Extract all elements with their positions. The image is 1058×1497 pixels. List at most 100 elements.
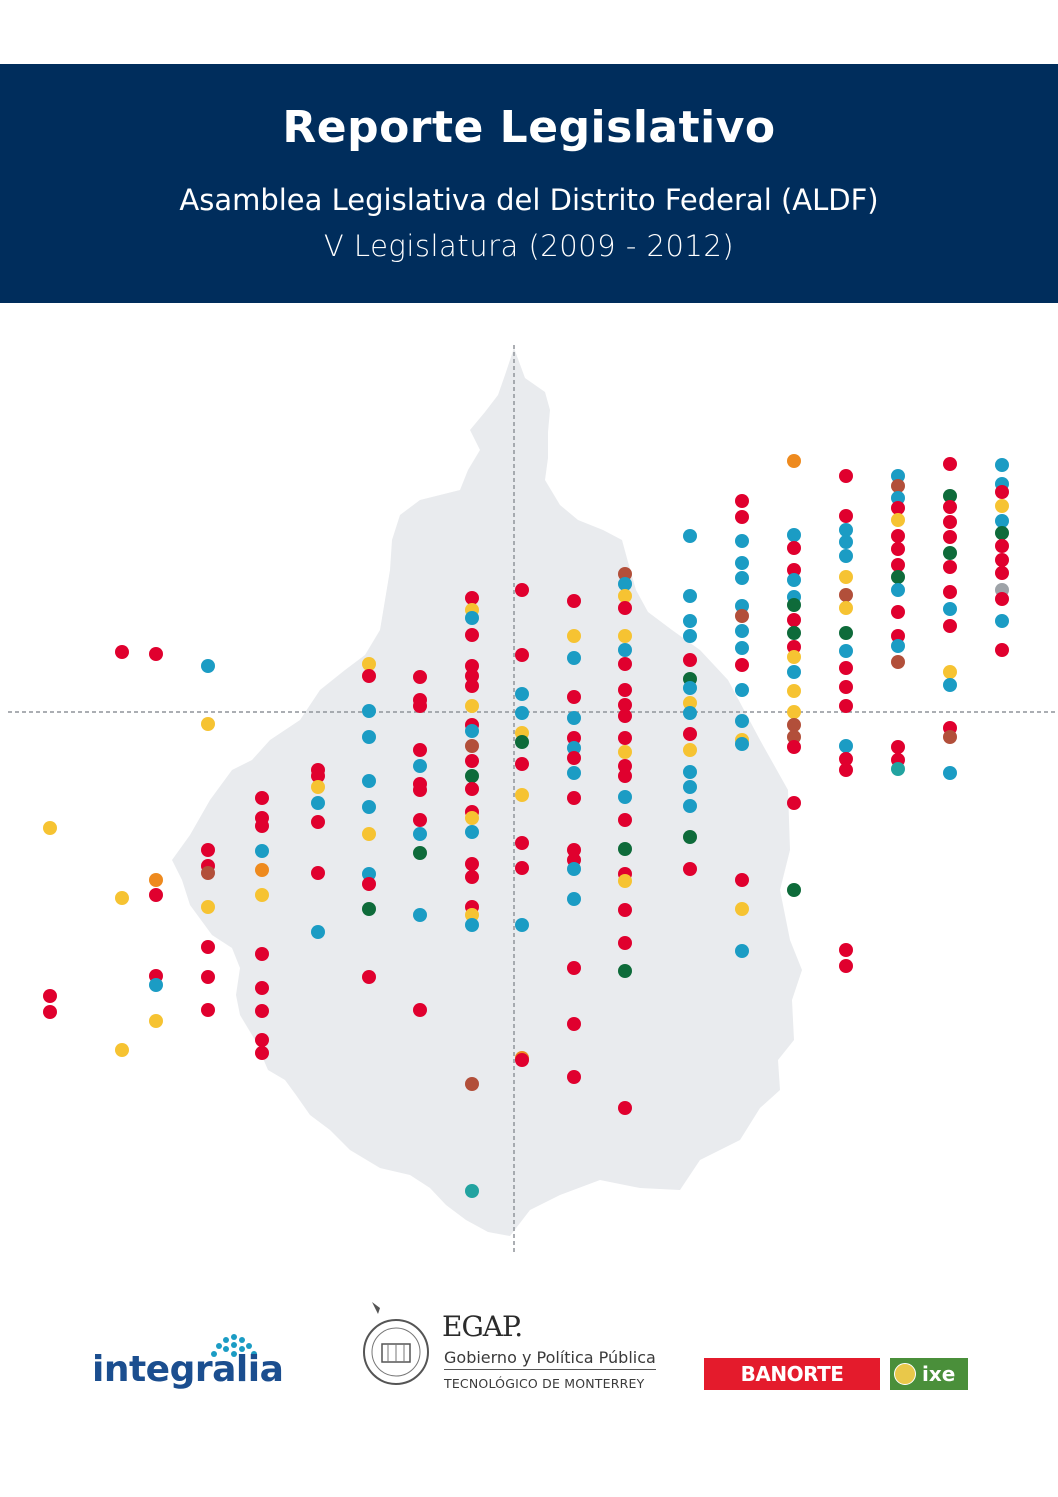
decorative-dot bbox=[839, 959, 853, 973]
decorative-dot bbox=[567, 862, 581, 876]
decorative-dot bbox=[618, 601, 632, 615]
integralia-wordmark: integralia bbox=[92, 1349, 284, 1390]
decorative-dot bbox=[891, 570, 905, 584]
decorative-dot bbox=[515, 687, 529, 701]
decorative-dot bbox=[255, 863, 269, 877]
decorative-dot bbox=[115, 645, 129, 659]
decorative-dot bbox=[735, 683, 749, 697]
decorative-dot bbox=[311, 925, 325, 939]
decorative-dot bbox=[618, 964, 632, 978]
decorative-dot bbox=[839, 523, 853, 537]
decorative-dot bbox=[787, 740, 801, 754]
decorative-dot bbox=[995, 643, 1009, 657]
decorative-dot bbox=[735, 944, 749, 958]
decorative-dot bbox=[683, 629, 697, 643]
decorative-dot bbox=[787, 598, 801, 612]
decorative-dot bbox=[255, 844, 269, 858]
decorative-dot bbox=[201, 1003, 215, 1017]
decorative-dot bbox=[413, 759, 427, 773]
decorative-dot bbox=[515, 1053, 529, 1067]
decorative-dot bbox=[618, 629, 632, 643]
decorative-dot bbox=[618, 643, 632, 657]
decorative-dot bbox=[465, 769, 479, 783]
decorative-dot bbox=[311, 866, 325, 880]
decorative-dot bbox=[201, 659, 215, 673]
decorative-dot bbox=[311, 815, 325, 829]
decorative-dot bbox=[515, 836, 529, 850]
decorative-dot bbox=[201, 866, 215, 880]
decorative-dot bbox=[943, 500, 957, 514]
decorative-dot bbox=[735, 714, 749, 728]
decorative-dot bbox=[465, 699, 479, 713]
cover-illustration bbox=[8, 345, 1058, 1255]
decorative-dot bbox=[465, 825, 479, 839]
decorative-dot bbox=[465, 782, 479, 796]
decorative-dot bbox=[735, 494, 749, 508]
decorative-dot bbox=[201, 900, 215, 914]
decorative-dot bbox=[255, 947, 269, 961]
decorative-dot bbox=[618, 589, 632, 603]
decorative-dot bbox=[683, 780, 697, 794]
decorative-dot bbox=[618, 683, 632, 697]
decorative-dot bbox=[943, 530, 957, 544]
decorative-dot bbox=[311, 769, 325, 783]
decorative-dot bbox=[567, 594, 581, 608]
decorative-dot bbox=[465, 739, 479, 753]
decorative-dot bbox=[413, 670, 427, 684]
title-banner: Reporte Legislativo Asamblea Legislativa… bbox=[0, 64, 1058, 303]
decorative-dot bbox=[735, 571, 749, 585]
decorative-dot bbox=[943, 665, 957, 679]
decorative-dot bbox=[618, 657, 632, 671]
decorative-dot bbox=[943, 766, 957, 780]
decorative-dot bbox=[149, 873, 163, 887]
decorative-dot bbox=[465, 591, 479, 605]
decorative-dot bbox=[115, 891, 129, 905]
decorative-dot bbox=[413, 699, 427, 713]
mexico-city-map-silhouette bbox=[172, 348, 802, 1236]
decorative-dot bbox=[891, 513, 905, 527]
decorative-dot bbox=[311, 796, 325, 810]
tec-seal-icon bbox=[363, 1302, 429, 1385]
decorative-dot bbox=[618, 1101, 632, 1115]
decorative-dot bbox=[618, 709, 632, 723]
decorative-dot bbox=[735, 609, 749, 623]
decorative-dot bbox=[995, 485, 1009, 499]
decorative-dot bbox=[787, 718, 801, 732]
ixe-emblem-icon bbox=[894, 1363, 916, 1385]
decorative-dot bbox=[891, 469, 905, 483]
decorative-dot bbox=[735, 658, 749, 672]
decorative-dot bbox=[839, 943, 853, 957]
egap-institution: TECNOLÓGICO DE MONTERREY bbox=[444, 1376, 645, 1391]
decorative-dot bbox=[787, 454, 801, 468]
decorative-dot bbox=[255, 1033, 269, 1047]
decorative-dot bbox=[618, 790, 632, 804]
decorative-dot bbox=[787, 640, 801, 654]
decorative-dot bbox=[839, 588, 853, 602]
decorative-dot bbox=[683, 653, 697, 667]
decorative-dot bbox=[943, 457, 957, 471]
decorative-dot bbox=[465, 857, 479, 871]
legislature-period: V Legislatura (2009 - 2012) bbox=[323, 229, 735, 263]
decorative-dot bbox=[618, 745, 632, 759]
decorative-dot bbox=[567, 690, 581, 704]
decorative-dot bbox=[891, 762, 905, 776]
decorative-dot bbox=[683, 696, 697, 710]
decorative-dot bbox=[891, 583, 905, 597]
decorative-dot bbox=[891, 501, 905, 515]
decorative-dot bbox=[787, 626, 801, 640]
integralia-logo: integralia bbox=[92, 1334, 302, 1395]
decorative-dot bbox=[891, 639, 905, 653]
decorative-dot bbox=[683, 799, 697, 813]
integralia-dots-icon bbox=[211, 1334, 257, 1357]
decorative-dot bbox=[787, 573, 801, 587]
decorative-dot bbox=[618, 577, 632, 591]
decorative-dot bbox=[515, 648, 529, 662]
decorative-dot bbox=[891, 542, 905, 556]
decorative-dot bbox=[787, 541, 801, 555]
decorative-dot bbox=[839, 699, 853, 713]
decorative-dot bbox=[839, 549, 853, 563]
decorative-dot bbox=[995, 566, 1009, 580]
decorative-dot bbox=[567, 766, 581, 780]
decorative-dot bbox=[465, 628, 479, 642]
decorative-dot bbox=[839, 469, 853, 483]
